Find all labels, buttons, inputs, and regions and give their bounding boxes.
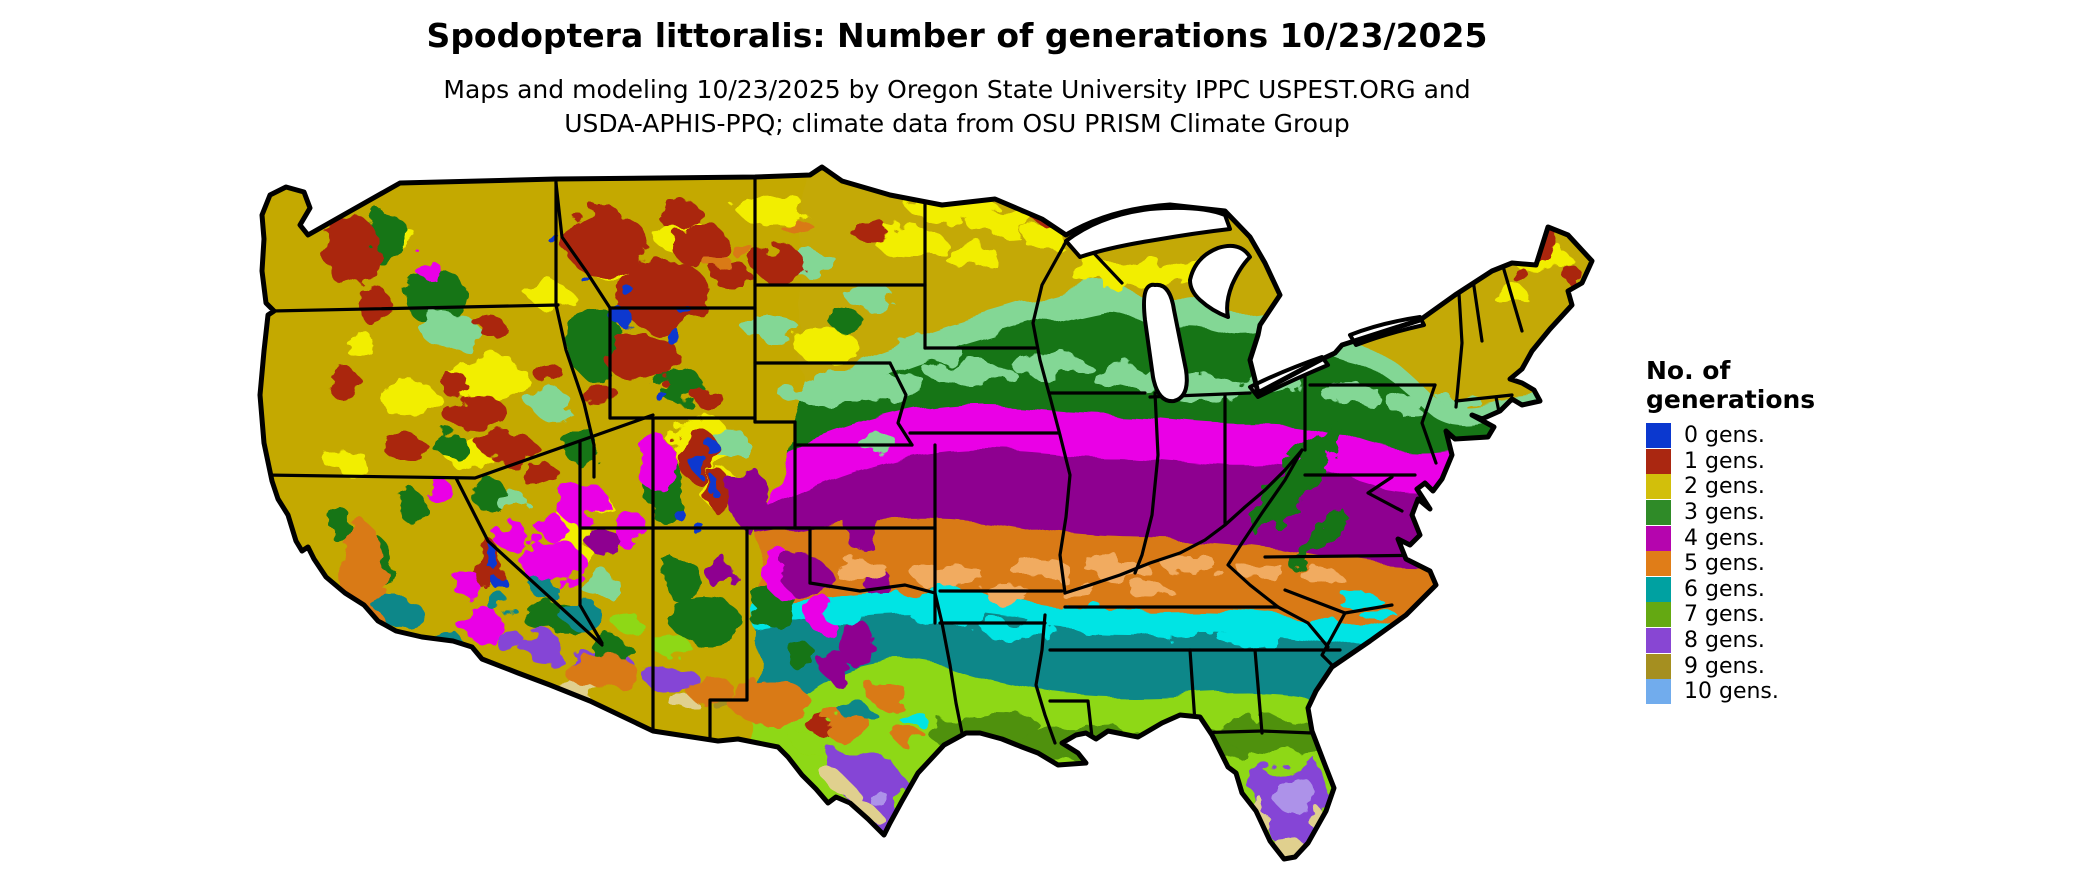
legend-row-1-gens: 1 gens. xyxy=(1646,448,1946,475)
legend-row-5-gens: 5 gens. xyxy=(1646,551,1946,577)
legend-swatch-0-gens xyxy=(1646,423,1671,449)
legend-label: 9 gens. xyxy=(1684,653,1765,679)
legend-swatch-4-gens xyxy=(1646,525,1671,551)
legend-title-line-1: No. of xyxy=(1646,356,1731,385)
legend-title: No. of generations xyxy=(1646,356,1946,414)
legend-swatch-3-gens xyxy=(1646,500,1671,526)
speckles-3-green xyxy=(328,213,1344,669)
legend-label: 0 gens. xyxy=(1684,423,1765,449)
legend-row-0-gens: 0 gens. xyxy=(1646,423,1946,449)
legend-label: 10 gens. xyxy=(1684,679,1779,705)
map-area xyxy=(250,145,1610,885)
legend-row-2-gens: 2 gens. xyxy=(1646,474,1946,500)
legend-label: 1 gens. xyxy=(1684,448,1765,474)
us-generations-map xyxy=(257,164,1595,870)
speckles-7-bright xyxy=(615,617,828,752)
legend-swatch-6-gens xyxy=(1646,576,1671,602)
legend-label: 5 gens. xyxy=(1684,551,1765,577)
legend-title-line-2: generations xyxy=(1646,385,1816,414)
generation-raster xyxy=(260,167,1592,870)
subtitle-line-1: Maps and modeling 10/23/2025 by Oregon S… xyxy=(443,75,1471,104)
legend-label: 6 gens. xyxy=(1684,576,1765,602)
speckles-0-blue xyxy=(485,232,722,592)
legend-row-8-gens: 8 gens. xyxy=(1646,628,1946,654)
legend-label: 4 gens. xyxy=(1684,525,1765,551)
legend-swatch-1-gens xyxy=(1646,448,1671,474)
lake-michigan xyxy=(1142,282,1189,404)
legend-row-7-gens: 7 gens. xyxy=(1646,602,1946,628)
legend-swatch-5-gens xyxy=(1646,551,1671,577)
legend-swatch-8-gens xyxy=(1646,628,1671,654)
legend-row-9-gens: 9 gens. xyxy=(1646,653,1946,679)
legend-swatch-2-gens xyxy=(1646,474,1671,500)
legend-row-6-gens: 6 gens. xyxy=(1646,576,1946,603)
legend-swatch-9-gens xyxy=(1646,653,1671,679)
legend-row-3-gens: 3 gens. xyxy=(1646,500,1946,526)
subtitle: Maps and modeling 10/23/2025 by Oregon S… xyxy=(257,73,1657,141)
legend-label: 7 gens. xyxy=(1684,602,1765,628)
speckles-5-light xyxy=(832,556,1340,601)
us-outline xyxy=(257,164,1595,862)
speckles-10-lightblue xyxy=(1266,861,1300,870)
legend-swatch-7-gens xyxy=(1646,602,1671,628)
legend-label: 8 gens. xyxy=(1684,628,1765,654)
legend-items: 0 gens. 1 gens. 2 gens. 3 gens. 4 gens. … xyxy=(1646,423,1946,705)
subtitle-line-2: USDA-APHIS-PPQ; climate data from OSU PR… xyxy=(564,109,1350,138)
legend: No. of generations 0 gens. 1 gens. 2 gen… xyxy=(1646,356,1946,705)
legend-label: 3 gens. xyxy=(1684,500,1765,526)
header: Spodoptera littoralis: Number of generat… xyxy=(257,0,1657,141)
legend-label: 2 gens. xyxy=(1684,474,1765,500)
lake-huron xyxy=(1188,243,1252,319)
page-title: Spodoptera littoralis: Number of generat… xyxy=(426,16,1488,55)
legend-row-10-gens: 10 gens. xyxy=(1646,679,1946,705)
legend-row-4-gens: 4 gens. xyxy=(1646,525,1946,551)
legend-swatch-10-gens xyxy=(1646,679,1671,705)
